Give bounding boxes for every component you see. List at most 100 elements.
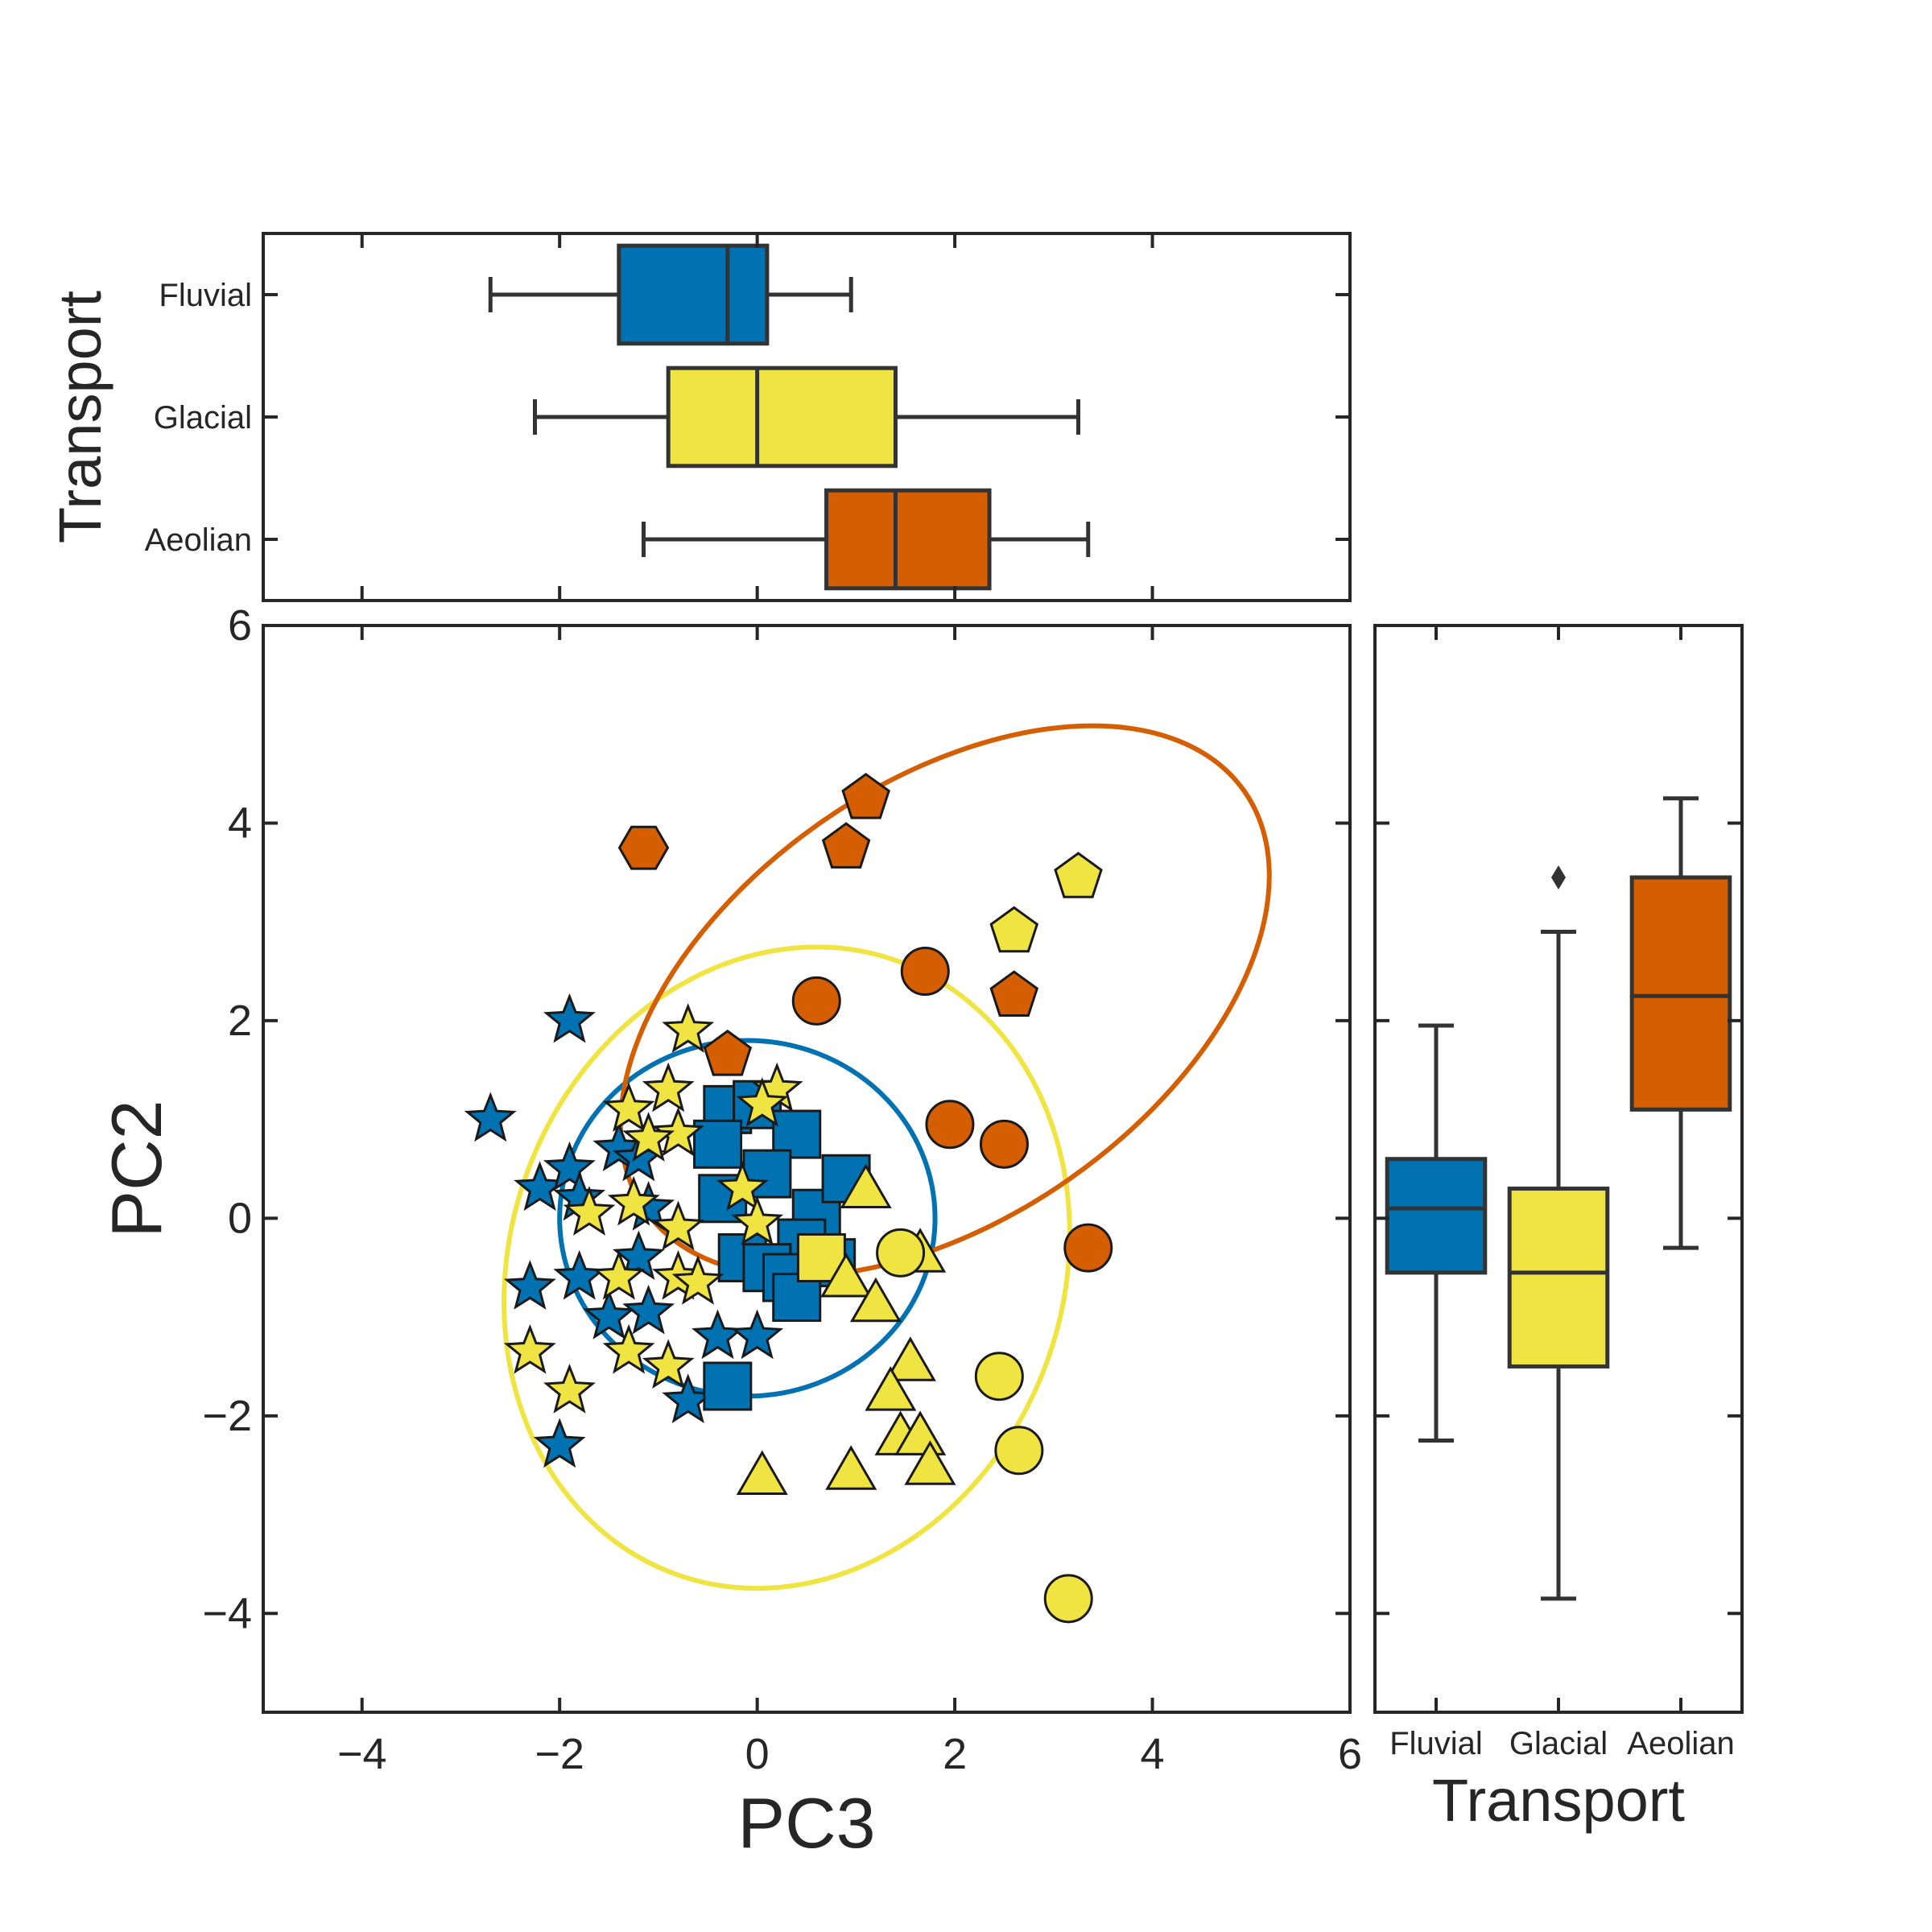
x-tick-label: 2 [943,1730,967,1778]
point-aeolian-hexagon [617,825,670,870]
right-category-label: Aeolian [1627,1726,1734,1761]
box-iqr [1385,1157,1488,1275]
main-panel: −4 −2 0 2 4 6 −4 −2 0 2 4 6 PC3 PC2 [97,601,1362,1863]
box-iqr [617,243,770,346]
point-fluvial-star [543,993,596,1043]
point-layer [464,772,1113,1624]
box-iqr [666,365,898,469]
point-glacial-star [652,1200,704,1251]
right-box-layer [1385,796,1732,1601]
point-aeolian-pentagon [841,772,890,819]
y-tick-label: 4 [228,799,252,847]
point-aeolian-circle [791,976,841,1026]
top-y-axis-title: Transport [47,291,114,543]
point-fluvial-star [503,1260,556,1310]
top-box-glacial [533,365,1080,469]
point-glacial-star [642,1339,695,1389]
point-glacial-triangle [884,1336,936,1381]
point-fluvial-star [533,1418,586,1468]
right-box-glacial [1507,865,1610,1601]
point-glacial-circle [1043,1574,1093,1624]
point-fluvial-square [703,1361,753,1411]
point-glacial-circle [994,1426,1044,1476]
right-ticks: Fluvial Glacial Aeolian [1375,625,1742,1761]
x-tick-label: −4 [337,1730,387,1778]
y-axis-title: PC2 [97,1100,176,1237]
y-tick-label: −2 [202,1392,252,1440]
point-aeolian-pentagon [703,1030,753,1076]
box-iqr [824,488,992,591]
point-glacial-pentagon [989,906,1039,953]
point-fluvial-star [691,1309,744,1360]
point-fluvial-star [543,1141,596,1191]
point-glacial-triangle [904,1440,956,1485]
right-box-fluvial [1385,1023,1488,1443]
point-glacial-triangle [840,1163,892,1208]
point-glacial-star [652,1106,704,1157]
point-glacial-star [736,1077,789,1127]
point-glacial-star [503,1323,556,1374]
y-tick-label: 0 [228,1194,252,1242]
y-tick-label: 6 [228,601,252,650]
x-tick-label: 4 [1141,1730,1165,1778]
point-glacial-circle [876,1228,926,1278]
point-glacial-star [716,1161,769,1212]
top-box-layer [488,243,1091,591]
top-category-label: Aeolian [145,522,252,558]
point-glacial-triangle [865,1366,917,1411]
point-glacial-star [671,1254,724,1305]
point-fluvial-star [731,1309,784,1360]
point-aeolian-circle [900,947,950,997]
main-frame [262,624,1352,1714]
point-aeolian-pentagon [989,970,1039,1017]
point-glacial-triangle [825,1445,877,1490]
point-glacial-star [543,1363,596,1414]
point-aeolian-pentagon [821,822,871,869]
right-x-axis-title: Transport [1432,1767,1685,1834]
box-iqr [1629,875,1732,1112]
point-fluvial-star [583,1289,636,1340]
y-tick-label: 2 [228,997,252,1045]
point-glacial-pentagon [1054,852,1103,898]
point-aeolian-circle [1063,1223,1113,1273]
point-glacial-star [563,1186,616,1236]
ellipse-layer [502,723,1272,1591]
point-glacial-star [592,1249,646,1300]
point-fluvial-star [622,1284,675,1335]
x-tick-label: −2 [535,1730,584,1778]
main-ticks: −4 −2 0 2 4 6 −4 −2 0 2 4 6 [202,601,1362,1778]
point-fluvial-star [464,1092,517,1142]
point-glacial-star [602,1323,655,1374]
ellipse-glacial [502,944,1072,1591]
x-tick-label: 6 [1338,1730,1362,1778]
point-glacial-triangle [849,1277,902,1323]
y-tick-label: −4 [202,1589,252,1637]
point-glacial-star [622,1112,675,1162]
right-box-aeolian [1629,796,1732,1250]
point-glacial-star [642,1062,695,1113]
top-ticks: Fluvial Glacial Aeolian [145,233,1350,601]
x-tick-label: 0 [745,1730,770,1778]
outlier-marker [1551,865,1566,890]
top-box-fluvial [488,243,853,346]
point-glacial-star [662,1003,715,1053]
point-fluvial-star [612,1230,665,1281]
point-aeolian-circle [925,1100,975,1150]
point-glacial-star [731,1195,784,1246]
right-category-label: Glacial [1509,1726,1608,1761]
point-glacial-star [602,1082,655,1132]
box-iqr [1507,1187,1610,1368]
point-glacial-star [607,1175,660,1226]
right-boxplot-panel: Fluvial Glacial Aeolian Transport [1373,624,1744,1834]
point-glacial-triangle [736,1450,788,1495]
x-axis-title: PC3 [737,1783,875,1863]
top-box-aeolian [642,488,1091,591]
point-aeolian-circle [979,1119,1029,1169]
point-glacial-triangle [819,1253,873,1298]
top-category-label: Fluvial [159,278,252,313]
point-glacial-circle [974,1352,1024,1402]
top-boxplot-panel: Fluvial Glacial Aeolian Transport [47,232,1352,602]
point-fluvial-square [693,1119,743,1169]
right-category-label: Fluvial [1389,1726,1483,1761]
